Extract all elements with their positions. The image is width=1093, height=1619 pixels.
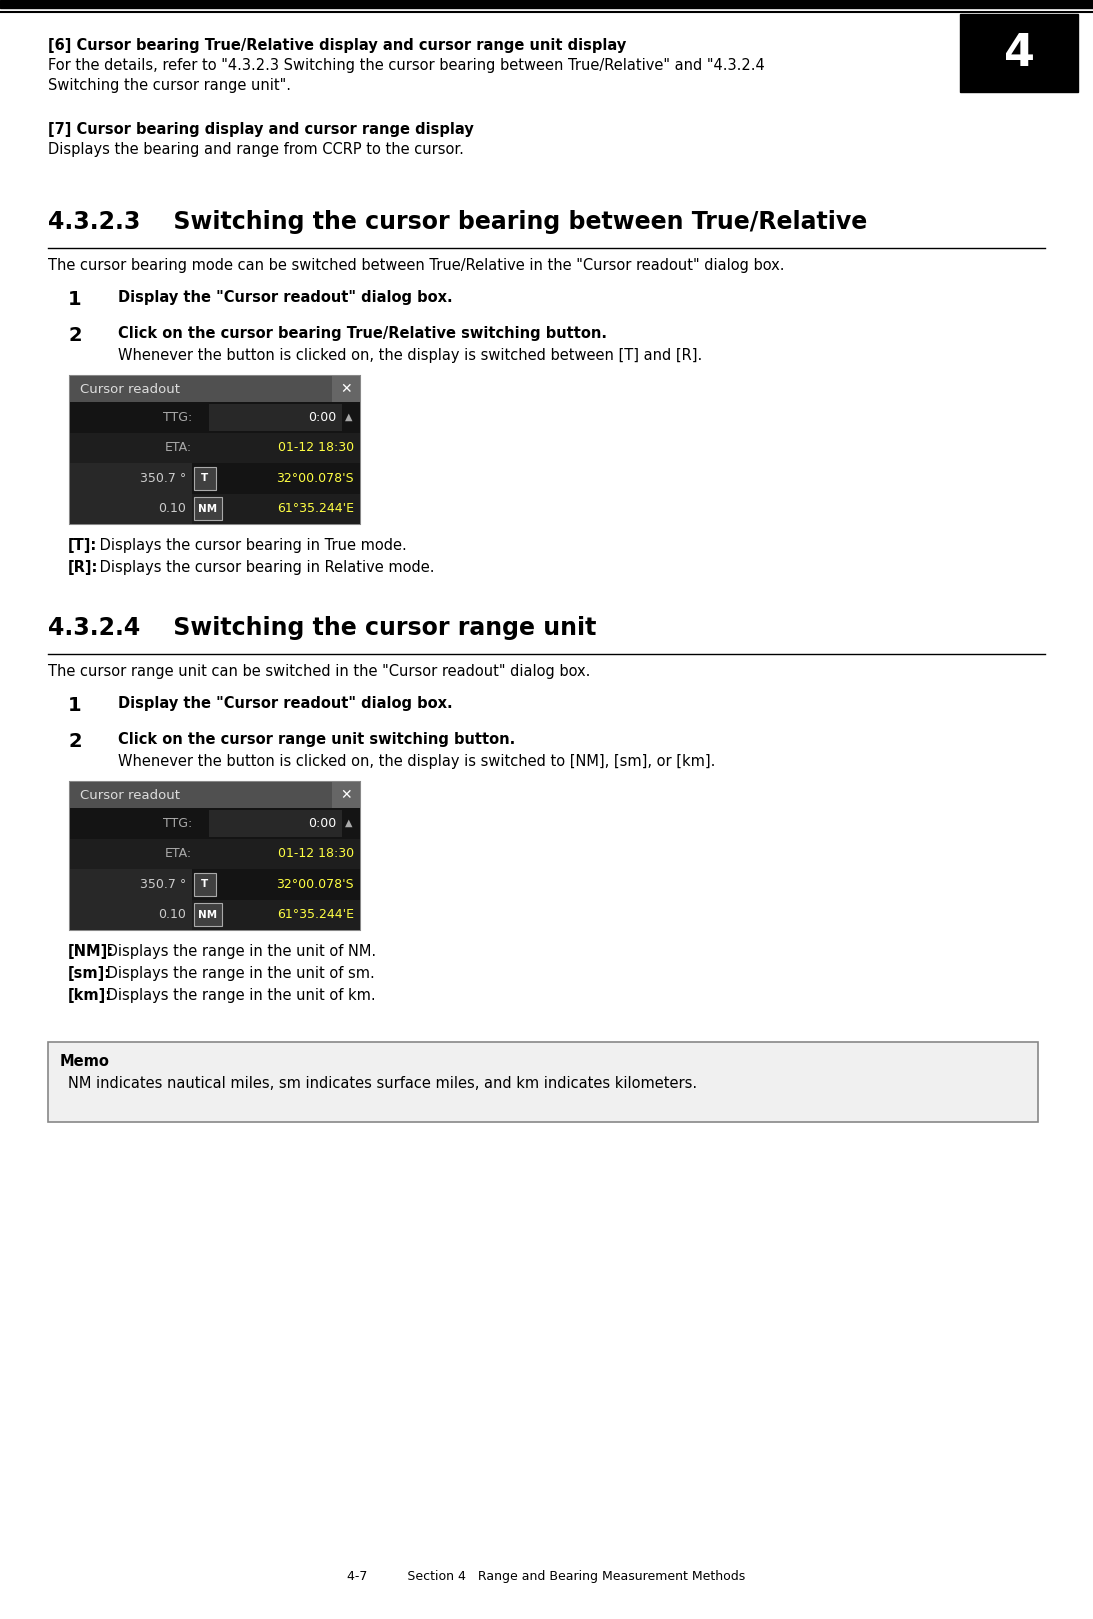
Text: Displays the range in the unit of sm.: Displays the range in the unit of sm. <box>102 967 375 981</box>
Bar <box>70 463 360 494</box>
Text: [T]:: [T]: <box>68 538 97 554</box>
Text: 0.10: 0.10 <box>157 908 186 921</box>
Text: The cursor range unit can be switched in the "Cursor readout" dialog box.: The cursor range unit can be switched in… <box>48 664 590 678</box>
Text: [NM]:: [NM]: <box>68 944 114 958</box>
Text: Click on the cursor range unit switching button.: Click on the cursor range unit switching… <box>118 732 515 746</box>
Text: Displays the cursor bearing in True mode.: Displays the cursor bearing in True mode… <box>95 538 407 554</box>
Bar <box>960 15 1078 92</box>
Text: [sm]:: [sm]: <box>68 967 111 981</box>
Text: NM: NM <box>198 504 218 513</box>
Text: The cursor bearing mode can be switched between True/Relative in the "Cursor rea: The cursor bearing mode can be switched … <box>48 257 785 274</box>
Text: NM: NM <box>198 910 218 920</box>
Text: 4.3.2.4    Switching the cursor range unit: 4.3.2.4 Switching the cursor range unit <box>48 615 597 640</box>
Bar <box>70 494 360 525</box>
Text: ▲: ▲ <box>344 413 352 423</box>
Text: Displays the range in the unit of NM.: Displays the range in the unit of NM. <box>102 944 376 958</box>
Bar <box>70 494 191 525</box>
Bar <box>70 869 360 900</box>
Text: 32°00.078'S: 32°00.078'S <box>277 471 354 484</box>
Bar <box>332 782 360 808</box>
Text: Display the "Cursor readout" dialog box.: Display the "Cursor readout" dialog box. <box>118 696 453 711</box>
Text: [6] Cursor bearing True/Relative display and cursor range unit display: [6] Cursor bearing True/Relative display… <box>48 37 626 53</box>
Text: 2: 2 <box>68 325 82 345</box>
Bar <box>70 900 191 929</box>
Text: Memo: Memo <box>60 1054 110 1069</box>
Bar <box>70 782 360 808</box>
Bar <box>70 900 360 929</box>
Text: T: T <box>201 473 209 482</box>
Bar <box>193 466 215 491</box>
Text: 0:00: 0:00 <box>308 816 336 831</box>
Text: 1: 1 <box>68 290 82 309</box>
Text: 350.7 °: 350.7 ° <box>140 877 186 890</box>
Text: Displays the range in the unit of km.: Displays the range in the unit of km. <box>102 988 376 1004</box>
Text: T: T <box>201 879 209 889</box>
Bar <box>193 497 222 520</box>
Text: 350.7 °: 350.7 ° <box>140 471 186 484</box>
Bar <box>48 1043 1038 1122</box>
Bar <box>70 402 360 432</box>
Text: ETA:: ETA: <box>165 442 191 455</box>
Text: 32°00.078'S: 32°00.078'S <box>277 877 354 890</box>
Text: 61°35.244'E: 61°35.244'E <box>277 502 354 515</box>
Text: 01-12 18:30: 01-12 18:30 <box>278 847 354 860</box>
Text: 0:00: 0:00 <box>308 411 336 424</box>
Bar <box>70 376 360 402</box>
Text: [R]:: [R]: <box>68 560 98 575</box>
Text: ETA:: ETA: <box>165 847 191 860</box>
Bar <box>193 873 215 895</box>
Bar <box>70 376 360 525</box>
Text: 01-12 18:30: 01-12 18:30 <box>278 442 354 455</box>
Bar <box>70 839 360 869</box>
Text: Switching the cursor range unit".: Switching the cursor range unit". <box>48 78 291 92</box>
Text: 2: 2 <box>68 732 82 751</box>
Text: Displays the bearing and range from CCRP to the cursor.: Displays the bearing and range from CCRP… <box>48 142 463 157</box>
Bar <box>70 808 360 839</box>
Text: For the details, refer to "4.3.2.3 Switching the cursor bearing between True/Rel: For the details, refer to "4.3.2.3 Switc… <box>48 58 765 73</box>
Text: Cursor readout: Cursor readout <box>80 382 180 395</box>
Bar <box>70 869 191 900</box>
Text: TTG:: TTG: <box>163 411 191 424</box>
Text: 61°35.244'E: 61°35.244'E <box>277 908 354 921</box>
Text: ▲: ▲ <box>344 818 352 829</box>
Text: Display the "Cursor readout" dialog box.: Display the "Cursor readout" dialog box. <box>118 290 453 304</box>
Text: Click on the cursor bearing True/Relative switching button.: Click on the cursor bearing True/Relativ… <box>118 325 607 342</box>
Bar <box>209 810 342 837</box>
Bar <box>0 0 1093 8</box>
Text: 4: 4 <box>1003 31 1034 74</box>
Text: [km]:: [km]: <box>68 988 113 1004</box>
Text: 4.3.2.3    Switching the cursor bearing between True/Relative: 4.3.2.3 Switching the cursor bearing bet… <box>48 210 867 235</box>
Text: ✕: ✕ <box>340 788 352 801</box>
Bar <box>70 782 360 929</box>
Bar <box>209 405 342 431</box>
Text: Whenever the button is clicked on, the display is switched between [T] and [R].: Whenever the button is clicked on, the d… <box>118 348 702 363</box>
Text: Displays the cursor bearing in Relative mode.: Displays the cursor bearing in Relative … <box>95 560 435 575</box>
Text: 1: 1 <box>68 696 82 716</box>
Text: Whenever the button is clicked on, the display is switched to [NM], [sm], or [km: Whenever the button is clicked on, the d… <box>118 754 716 769</box>
Bar <box>332 376 360 402</box>
Text: [7] Cursor bearing display and cursor range display: [7] Cursor bearing display and cursor ra… <box>48 121 473 138</box>
Text: 4-7          Section 4   Range and Bearing Measurement Methods: 4-7 Section 4 Range and Bearing Measurem… <box>348 1570 745 1583</box>
Text: TTG:: TTG: <box>163 816 191 831</box>
Text: ✕: ✕ <box>340 382 352 397</box>
Bar <box>193 903 222 926</box>
Bar <box>70 432 360 463</box>
Text: Cursor readout: Cursor readout <box>80 788 180 801</box>
Text: NM indicates nautical miles, sm indicates surface miles, and km indicates kilome: NM indicates nautical miles, sm indicate… <box>68 1077 697 1091</box>
Text: 0.10: 0.10 <box>157 502 186 515</box>
Bar <box>70 463 191 494</box>
